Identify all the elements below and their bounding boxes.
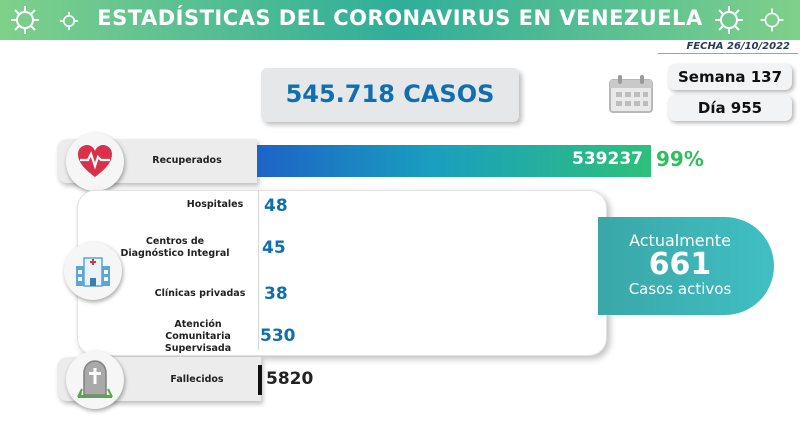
location-label: Centros de Diagnóstico Integral bbox=[120, 236, 230, 259]
deaths-bar bbox=[258, 365, 262, 395]
location-value: 48 bbox=[264, 196, 288, 216]
deaths-value: 5820 bbox=[266, 369, 314, 389]
total-cases: 545.718 CASOS bbox=[285, 80, 495, 108]
deaths-label: Fallecidos bbox=[170, 374, 224, 385]
virus-icon bbox=[715, 6, 743, 34]
care-locations-card bbox=[77, 190, 607, 356]
day-badge: Día 955 bbox=[668, 95, 792, 121]
recovered-percent: 99% bbox=[656, 147, 704, 171]
total-cases-box: 545.718 CASOS bbox=[261, 68, 519, 122]
location-label: Hospitales bbox=[186, 199, 244, 210]
report-date: FECHA 26/10/2022 bbox=[686, 41, 790, 52]
active-cases-caption: Actualmente bbox=[629, 231, 731, 250]
virus-icon bbox=[760, 8, 784, 32]
active-cases-count: 661 bbox=[648, 247, 712, 282]
active-cases-subcaption: Casos activos bbox=[628, 280, 732, 298]
week-badge: Semana 137 bbox=[668, 64, 792, 90]
divider bbox=[658, 53, 798, 54]
tombstone-icon bbox=[66, 351, 124, 409]
location-value: 38 bbox=[264, 284, 288, 304]
page-title: ESTADÍSTICAS DEL CORONAVIRUS EN VENEZUEL… bbox=[97, 6, 703, 30]
hospital-icon bbox=[64, 242, 122, 300]
location-label: Clínicas privadas bbox=[154, 288, 246, 299]
active-cases-badge: Actualmente 661 Casos activos bbox=[598, 217, 774, 315]
header-banner: ESTADÍSTICAS DEL CORONAVIRUS EN VENEZUEL… bbox=[0, 0, 800, 40]
location-value: 530 bbox=[260, 326, 296, 346]
recovered-label: Recuperados bbox=[152, 155, 222, 166]
divider bbox=[258, 190, 259, 350]
location-label: Atención Comunitaria Supervisada bbox=[164, 319, 232, 354]
virus-icon bbox=[11, 6, 39, 34]
recovered-value: 539237 bbox=[572, 149, 643, 169]
calendar-icon bbox=[609, 75, 653, 113]
recovered-bar: 539237 bbox=[257, 145, 651, 177]
heartbeat-icon bbox=[66, 133, 124, 191]
location-value: 45 bbox=[262, 238, 286, 258]
virus-icon bbox=[59, 11, 79, 31]
